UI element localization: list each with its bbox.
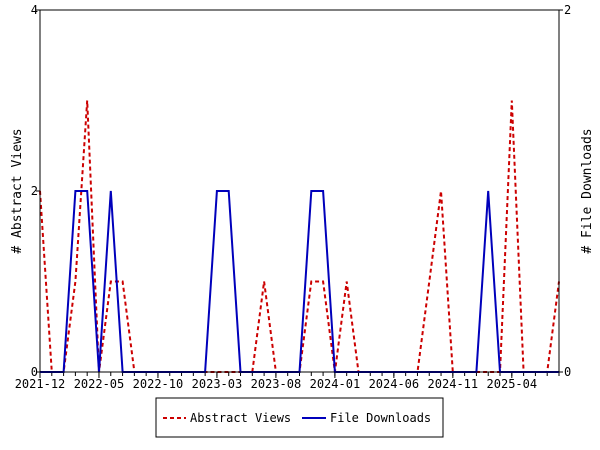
x-tick-label: 2021-12 xyxy=(15,377,66,391)
y-tick-label: 2 xyxy=(31,184,38,198)
x-tick-label: 2022-05 xyxy=(74,377,125,391)
x-tick-label: 2022-10 xyxy=(133,377,184,391)
plot-frame xyxy=(39,9,560,373)
legend-box xyxy=(155,397,444,438)
x-tick-label: 2023-08 xyxy=(251,377,302,391)
x-tick-label: 2025-04 xyxy=(487,377,538,391)
series-line-abstract-views xyxy=(39,100,560,373)
y2-tick-label: 0 xyxy=(564,365,571,379)
legend-label-abstract-views: Abstract Views xyxy=(190,411,291,425)
y-tick-label: 0 xyxy=(31,365,38,379)
legend: Abstract Views File Downloads xyxy=(155,397,444,438)
x-tick-label: 2024-11 xyxy=(428,377,479,391)
x-tick-label: 2024-01 xyxy=(310,377,361,391)
x-tick-label: 2024-06 xyxy=(369,377,420,391)
y-axis-label: # Abstract Views xyxy=(10,128,25,253)
y2-tick-label: 2 xyxy=(564,3,571,17)
legend-label-file-downloads: File Downloads xyxy=(330,411,431,425)
y2-axis-label: # File Downloads xyxy=(580,128,595,253)
y-tick-label: 4 xyxy=(31,3,38,17)
x-tick-label: 2023-03 xyxy=(192,377,243,391)
